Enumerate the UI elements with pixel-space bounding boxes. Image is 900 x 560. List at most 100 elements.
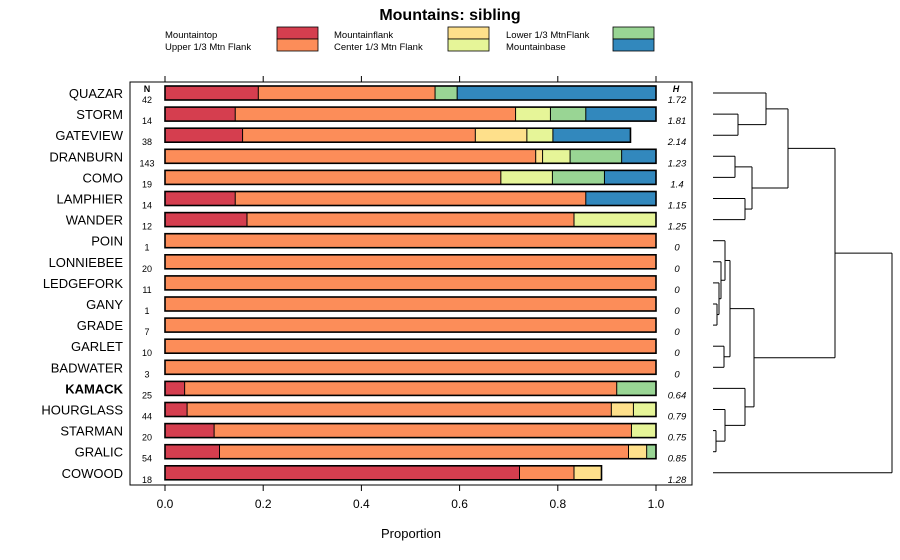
h-value-label: 0 <box>674 327 680 338</box>
category-label: COMO <box>83 170 123 185</box>
n-count-label: 38 <box>142 137 152 147</box>
legend-label: Mountainbase <box>506 42 566 53</box>
bar-segment <box>165 212 247 227</box>
category-label: GRALIC <box>75 445 123 460</box>
bar-segment <box>165 465 520 480</box>
bar-segment <box>604 170 656 185</box>
h-value-label: 1.15 <box>668 201 687 212</box>
bar-segment <box>246 212 575 227</box>
x-tick-label: 1.0 <box>648 497 665 511</box>
bar-outline <box>164 296 657 312</box>
bar-row: GRALIC 54 0.85 <box>75 443 687 465</box>
bar-row: QUAZAR 42 1.72 <box>69 85 687 106</box>
x-tick-label: 0.4 <box>353 497 370 511</box>
x-tick-label: 0.6 <box>451 497 468 511</box>
legend-label: Mountaintop <box>165 30 217 41</box>
bar-row: DRANBURN 143 1.23 <box>49 148 687 169</box>
bar-segment <box>633 402 656 417</box>
bar-segment <box>165 149 536 164</box>
bar-segment <box>552 170 605 185</box>
x-axis-label: Proportion <box>381 526 441 541</box>
bar-outline <box>164 85 657 101</box>
bar-segment <box>165 297 656 311</box>
bar-row: POIN 1 0 <box>91 232 680 254</box>
category-label: HOURGLASS <box>41 403 123 418</box>
bar-segment <box>165 107 236 122</box>
category-label: WANDER <box>66 213 123 228</box>
legend-swatch <box>612 26 655 40</box>
n-count-label: 3 <box>144 369 149 379</box>
category-label: LEDGEFORK <box>43 276 124 291</box>
bar-outline <box>164 106 657 122</box>
bar-outline <box>164 338 657 355</box>
bar-outline <box>164 190 657 207</box>
bar-segment <box>165 318 656 333</box>
x-tick-label: 0.8 <box>549 497 566 511</box>
bar-segment <box>475 128 527 143</box>
bar-row: LEDGEFORK 11 0 <box>43 275 680 296</box>
bar-segment <box>165 444 220 459</box>
bar-row: BADWATER 3 0 <box>51 359 680 380</box>
bar-segment <box>165 275 656 290</box>
h-value-label: 1.4 <box>670 179 683 190</box>
n-count-label: 18 <box>142 475 152 485</box>
category-label: GATEVIEW <box>55 128 123 143</box>
bar-segment <box>219 444 629 459</box>
bar-segment <box>258 86 436 100</box>
legend-swatch <box>612 38 655 52</box>
bar-segment <box>585 191 656 206</box>
bar-segment <box>585 107 656 122</box>
legend-swatch <box>447 26 490 40</box>
bar-outline <box>164 464 603 481</box>
bar-segment <box>165 254 656 269</box>
chart-title: Mountains: sibling <box>379 7 520 24</box>
h-column-header: H <box>673 84 680 94</box>
bar-segment <box>631 423 656 438</box>
h-value-label: 0.79 <box>668 412 687 423</box>
bar-segment <box>165 423 215 438</box>
n-count-label: 42 <box>142 95 152 105</box>
category-label: COWOOD <box>62 466 123 481</box>
category-label: DRANBURN <box>49 149 123 164</box>
bar-segment <box>165 191 236 206</box>
bar-row: HOURGLASS 44 0.79 <box>41 401 687 423</box>
bar-outline <box>164 359 657 376</box>
bar-segment <box>435 86 458 100</box>
category-label: POIN <box>91 234 123 249</box>
n-column-header: N <box>144 84 151 94</box>
legend-label: Mountainflank <box>334 30 393 41</box>
bar-segment <box>621 149 656 164</box>
n-count-label: 143 <box>139 158 154 168</box>
h-value-label: 1.72 <box>668 95 687 106</box>
h-value-label: 0 <box>674 264 680 275</box>
n-count-label: 11 <box>142 285 151 295</box>
bar-row: COMO 19 1.4 <box>83 169 684 190</box>
h-value-label: 1.81 <box>668 116 687 127</box>
bar-row: STORM 14 1.81 <box>76 106 687 127</box>
bar-outline <box>164 232 657 249</box>
legend-swatch <box>447 38 490 52</box>
category-label: LAMPHIER <box>57 192 123 207</box>
bar-segment <box>570 149 622 164</box>
bar-segment <box>165 339 656 354</box>
n-count-label: 20 <box>142 433 152 443</box>
bar-segment <box>646 444 656 459</box>
category-label: LONNIEBEE <box>49 255 124 270</box>
n-count-label: 1 <box>144 306 149 316</box>
bar-row: COWOOD 18 1.28 <box>62 464 687 486</box>
category-label: QUAZAR <box>69 86 123 101</box>
category-label: GARLET <box>71 339 123 354</box>
bar-outline <box>164 401 657 418</box>
h-value-label: 1.23 <box>668 158 687 169</box>
bar-segment <box>165 86 259 100</box>
n-count-label: 12 <box>142 222 152 232</box>
bar-outline <box>164 169 657 186</box>
bar-segment <box>165 381 185 396</box>
x-tick-label: 0.0 <box>157 497 174 511</box>
bar-row: GANY 1 0 <box>86 296 680 317</box>
n-count-label: 14 <box>142 116 152 126</box>
h-value-label: 0.85 <box>668 454 687 465</box>
